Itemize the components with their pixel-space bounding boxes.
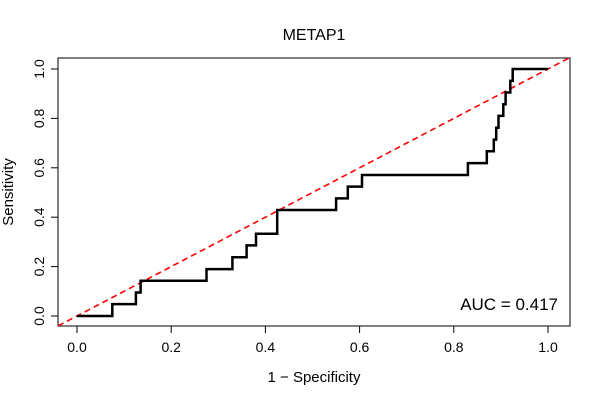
y-tick-label: 0.2 xyxy=(31,257,47,277)
y-axis-label: Sensitivity xyxy=(0,158,17,226)
x-tick-label: 0.4 xyxy=(256,339,276,355)
y-tick-label: 0.8 xyxy=(31,108,47,128)
y-tick-label: 0.0 xyxy=(31,306,47,326)
y-tick-label: 0.4 xyxy=(31,207,47,227)
x-tick-label: 0.6 xyxy=(350,339,370,355)
x-tick-label: 0.8 xyxy=(444,339,464,355)
y-tick-label: 0.6 xyxy=(31,158,47,178)
x-axis: 0.0 0.2 0.4 0.6 0.8 1.0 xyxy=(67,325,558,355)
y-tick-label: 1.0 xyxy=(31,59,47,79)
roc-curve xyxy=(77,67,548,318)
x-tick-label: 1.0 xyxy=(538,339,558,355)
x-tick-label: 0.0 xyxy=(67,339,87,355)
plot-area xyxy=(57,55,572,327)
x-tick-label: 0.2 xyxy=(161,339,181,355)
chart-title: METAP1 xyxy=(283,27,346,44)
y-axis: 0.0 0.2 0.4 0.6 0.8 1.0 xyxy=(31,59,59,326)
reference-diagonal-line xyxy=(57,55,572,327)
x-axis-label: 1 − Specificity xyxy=(268,369,361,386)
auc-annotation: AUC = 0.417 xyxy=(460,295,558,314)
